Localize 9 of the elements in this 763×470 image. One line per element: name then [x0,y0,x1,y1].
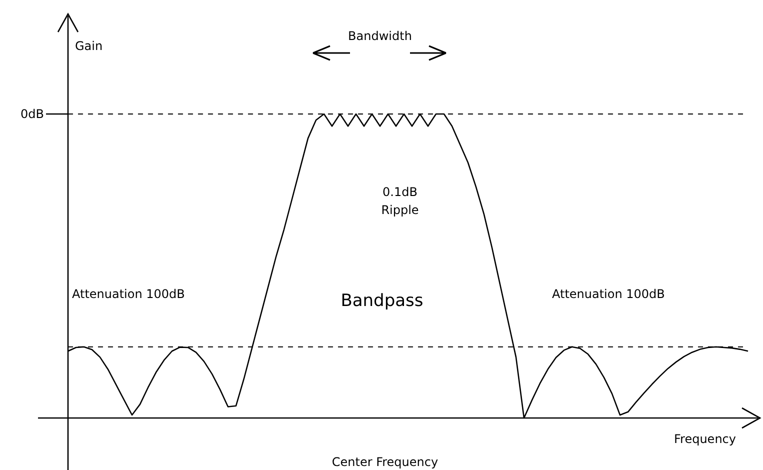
annotation: 0.1dB Ripple [381,185,419,217]
annotation: Attenuation 100dB [72,287,185,301]
text: Center Frequency [332,455,438,469]
annotation: Bandpass [340,291,424,311]
text: Bandwidth [348,29,412,43]
ref-line-label: 0dB [20,107,44,121]
x-axis-title: Frequency [674,432,736,446]
text: Gain [75,39,103,53]
annotation: Attenuation 100dB [552,287,665,301]
